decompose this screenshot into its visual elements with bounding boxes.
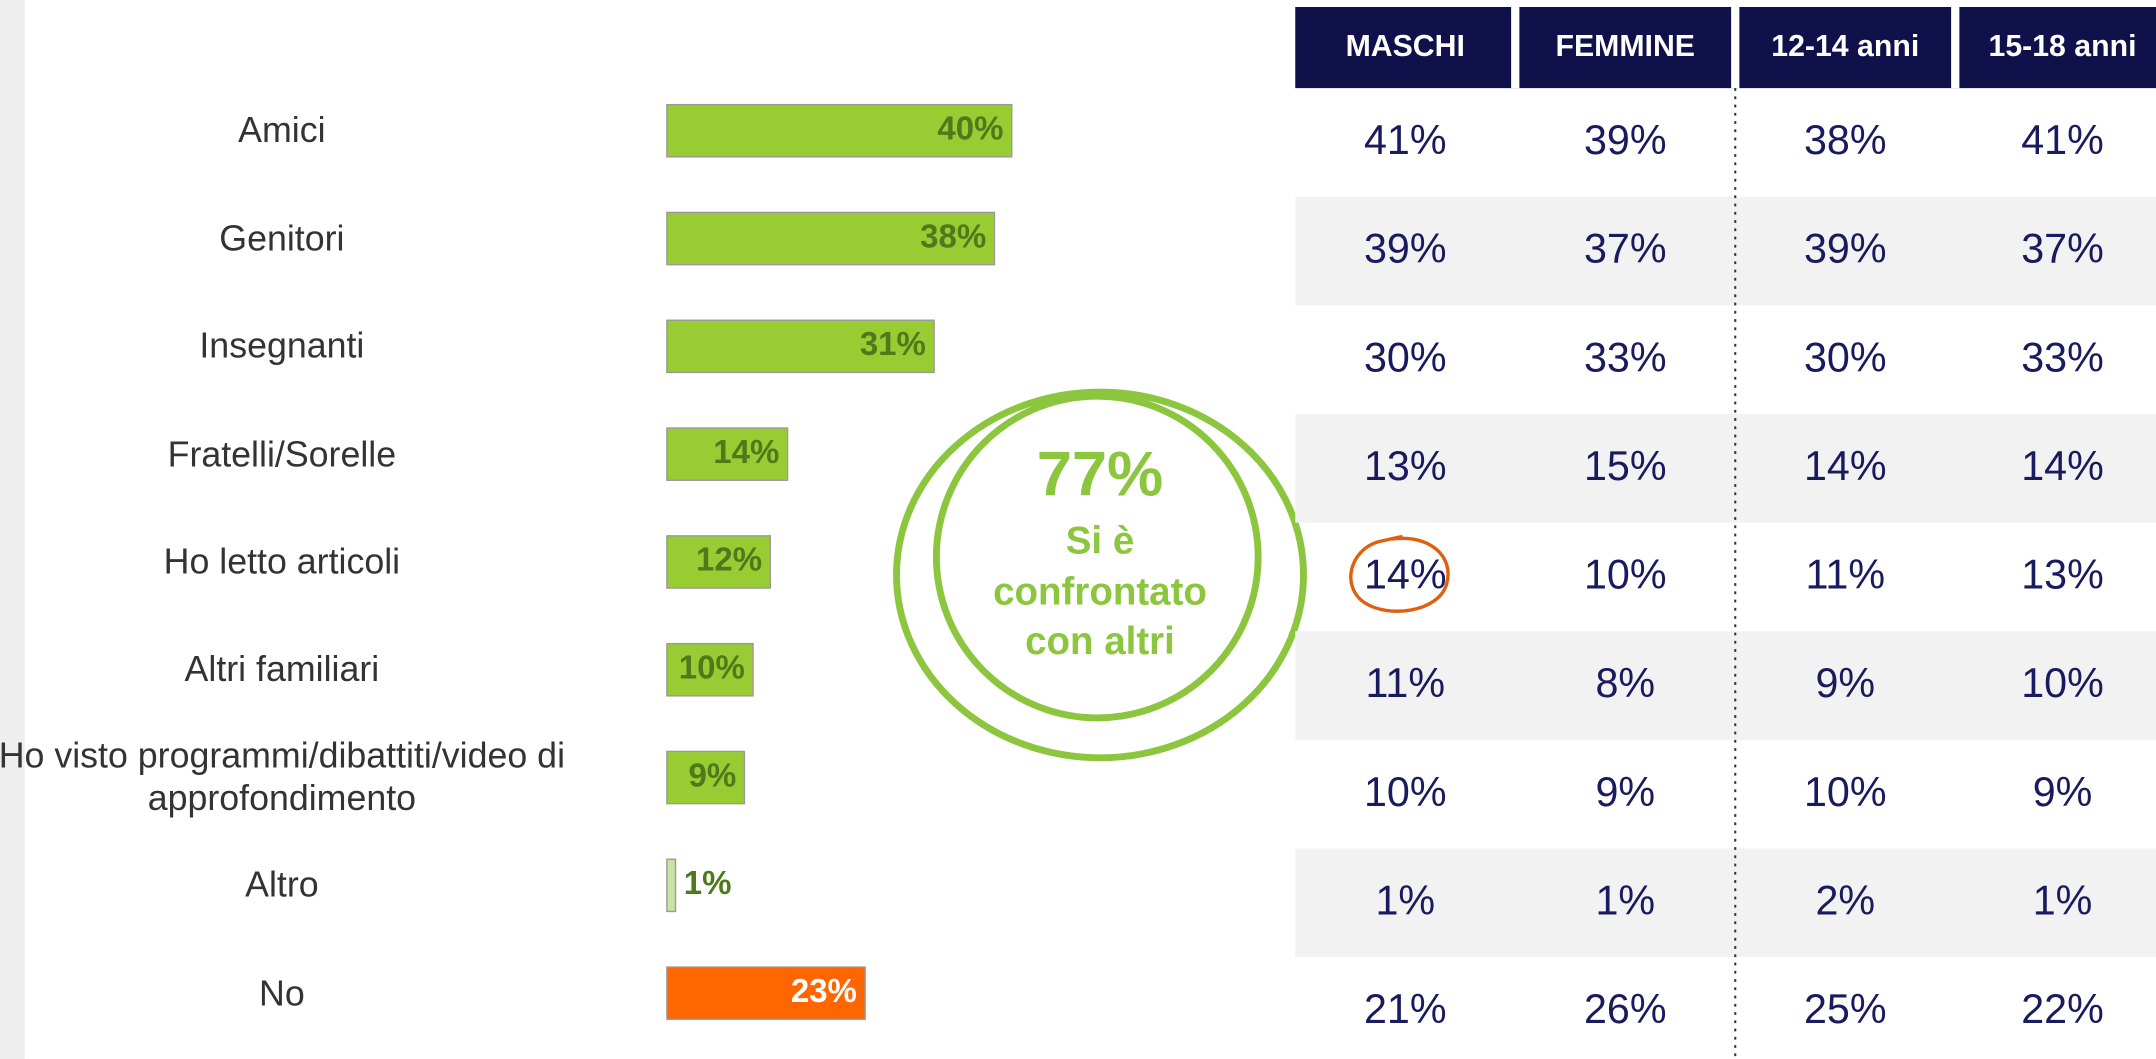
- value-label: 38%: [920, 217, 986, 254]
- bar: [666, 642, 754, 697]
- table-cell: 14%: [1364, 552, 1447, 598]
- table-cell: 10%: [2021, 660, 2104, 706]
- table-cell: 38%: [1804, 117, 1887, 163]
- category-label-box: Ho letto articoli: [163, 540, 401, 582]
- table-cell: 41%: [1364, 117, 1447, 163]
- table-row-bg: [1295, 848, 2156, 958]
- table-header-bg: [1295, 7, 2156, 89]
- category-label-box: Altro: [245, 863, 319, 906]
- value-label: 40%: [937, 109, 1003, 146]
- table-cell: 33%: [1584, 334, 1667, 380]
- value-label: 1%: [684, 864, 732, 901]
- category-label-box: Amici: [238, 109, 326, 151]
- category-label-box: No: [259, 971, 305, 1013]
- header-separator: [1731, 7, 1740, 89]
- table-header: FEMMINE: [1556, 30, 1695, 63]
- table-cell: 25%: [1804, 986, 1887, 1032]
- category-label-box: Fratelli/Sorelle: [167, 432, 397, 474]
- table-cell: 1%: [1375, 877, 1435, 923]
- bar: [666, 427, 789, 481]
- table-cell: 26%: [1584, 986, 1667, 1032]
- table-cell: 14%: [2021, 443, 2104, 489]
- callout-outer-ring: [893, 388, 1307, 762]
- table-header: 12-14 anni: [1771, 30, 1919, 63]
- table-header: 15-18 anni: [1989, 30, 2137, 63]
- category-label: Genitori: [219, 217, 345, 259]
- table-cell: 11%: [1366, 660, 1446, 706]
- table-header: MASCHI: [1346, 30, 1465, 63]
- table-cell: 37%: [2021, 226, 2104, 272]
- category-label: Amici: [238, 109, 326, 151]
- category-label: Insegnanti: [199, 324, 365, 367]
- table-cell: 14%: [1804, 443, 1887, 489]
- table-cell: 9%: [1595, 769, 1655, 815]
- table-cell: 30%: [1364, 334, 1447, 380]
- table-row-bg: [1295, 631, 2156, 740]
- table-cell: 9%: [1815, 660, 1875, 706]
- header-separator: [1511, 7, 1520, 89]
- table-cell: 41%: [2021, 117, 2104, 163]
- header-separator: [1951, 7, 1960, 89]
- table-cell: 10%: [1804, 769, 1887, 815]
- table-cell: 1%: [2033, 877, 2093, 923]
- table-cell: 13%: [2021, 552, 2104, 598]
- table-row-bg: [1295, 414, 2156, 523]
- bar: [666, 319, 935, 374]
- table-cell: 30%: [1804, 334, 1887, 380]
- table-cell: 13%: [1364, 443, 1447, 489]
- bar: [666, 858, 677, 913]
- callout-value: 77%: [1037, 439, 1164, 509]
- value-label: 14%: [713, 433, 779, 470]
- table-cell: 8%: [1595, 660, 1655, 706]
- table-cell: 1%: [1595, 877, 1655, 923]
- callout-line: confrontato: [993, 570, 1207, 613]
- table-cell: 37%: [1584, 226, 1667, 272]
- table-cell: 10%: [1584, 552, 1667, 598]
- callout-line: Si è: [1066, 519, 1134, 562]
- category-label: Altro: [245, 863, 319, 906]
- bar: [666, 750, 746, 805]
- table-cell: 39%: [1364, 226, 1447, 272]
- table-cell: 15%: [1584, 443, 1667, 489]
- table-cell: 22%: [2021, 986, 2104, 1032]
- bar: [666, 535, 772, 589]
- value-label: 10%: [679, 648, 745, 685]
- category-label: Altri familiari: [184, 648, 380, 690]
- highlight-scribble: [1349, 534, 1450, 613]
- callout-inner-ring: [932, 392, 1262, 722]
- table-cell: 2%: [1815, 877, 1875, 923]
- table-cell: 9%: [2033, 769, 2093, 815]
- category-label: No: [259, 971, 305, 1013]
- table-cell: 39%: [1804, 226, 1887, 272]
- table-cell: 11%: [1806, 552, 1886, 598]
- bar: [666, 103, 1013, 158]
- side-strip: [0, 0, 25, 1059]
- table-row-bg: [1295, 196, 2156, 306]
- category-label: Ho visto programmi/dibattiti/video di ap…: [0, 734, 566, 819]
- value-label: 23%: [791, 972, 857, 1009]
- category-label-box: Genitori: [219, 217, 345, 259]
- category-label-box: Ho visto programmi/dibattiti/video di ap…: [0, 734, 566, 819]
- value-label: 31%: [860, 325, 926, 362]
- callout-line: con altri: [1025, 620, 1175, 663]
- table-cell: 33%: [2021, 334, 2104, 380]
- table-cell: 39%: [1584, 117, 1667, 163]
- table-cell: 21%: [1364, 986, 1447, 1032]
- value-label: 12%: [696, 541, 762, 578]
- bar: [666, 966, 866, 1020]
- category-label-box: Insegnanti: [199, 324, 365, 367]
- category-label-box: Altri familiari: [184, 648, 380, 690]
- table-cell: 10%: [1364, 769, 1447, 815]
- bar: [666, 211, 996, 266]
- category-label: Fratelli/Sorelle: [167, 432, 397, 474]
- value-label: 9%: [689, 756, 737, 793]
- category-label: Ho letto articoli: [163, 540, 401, 582]
